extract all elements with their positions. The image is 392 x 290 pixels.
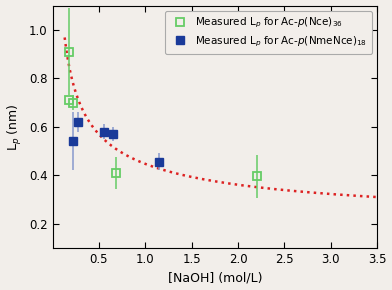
Y-axis label: L$_p$ (nm): L$_p$ (nm) bbox=[5, 103, 24, 151]
Legend: Measured L$_p$ for Ac-$p$(Nce)$_{36}$, Measured L$_p$ for Ac-$p$(NmeNce)$_{18}$: Measured L$_p$ for Ac-$p$(Nce)$_{36}$, M… bbox=[165, 11, 372, 54]
X-axis label: [NaOH] (mol/L): [NaOH] (mol/L) bbox=[168, 271, 262, 284]
